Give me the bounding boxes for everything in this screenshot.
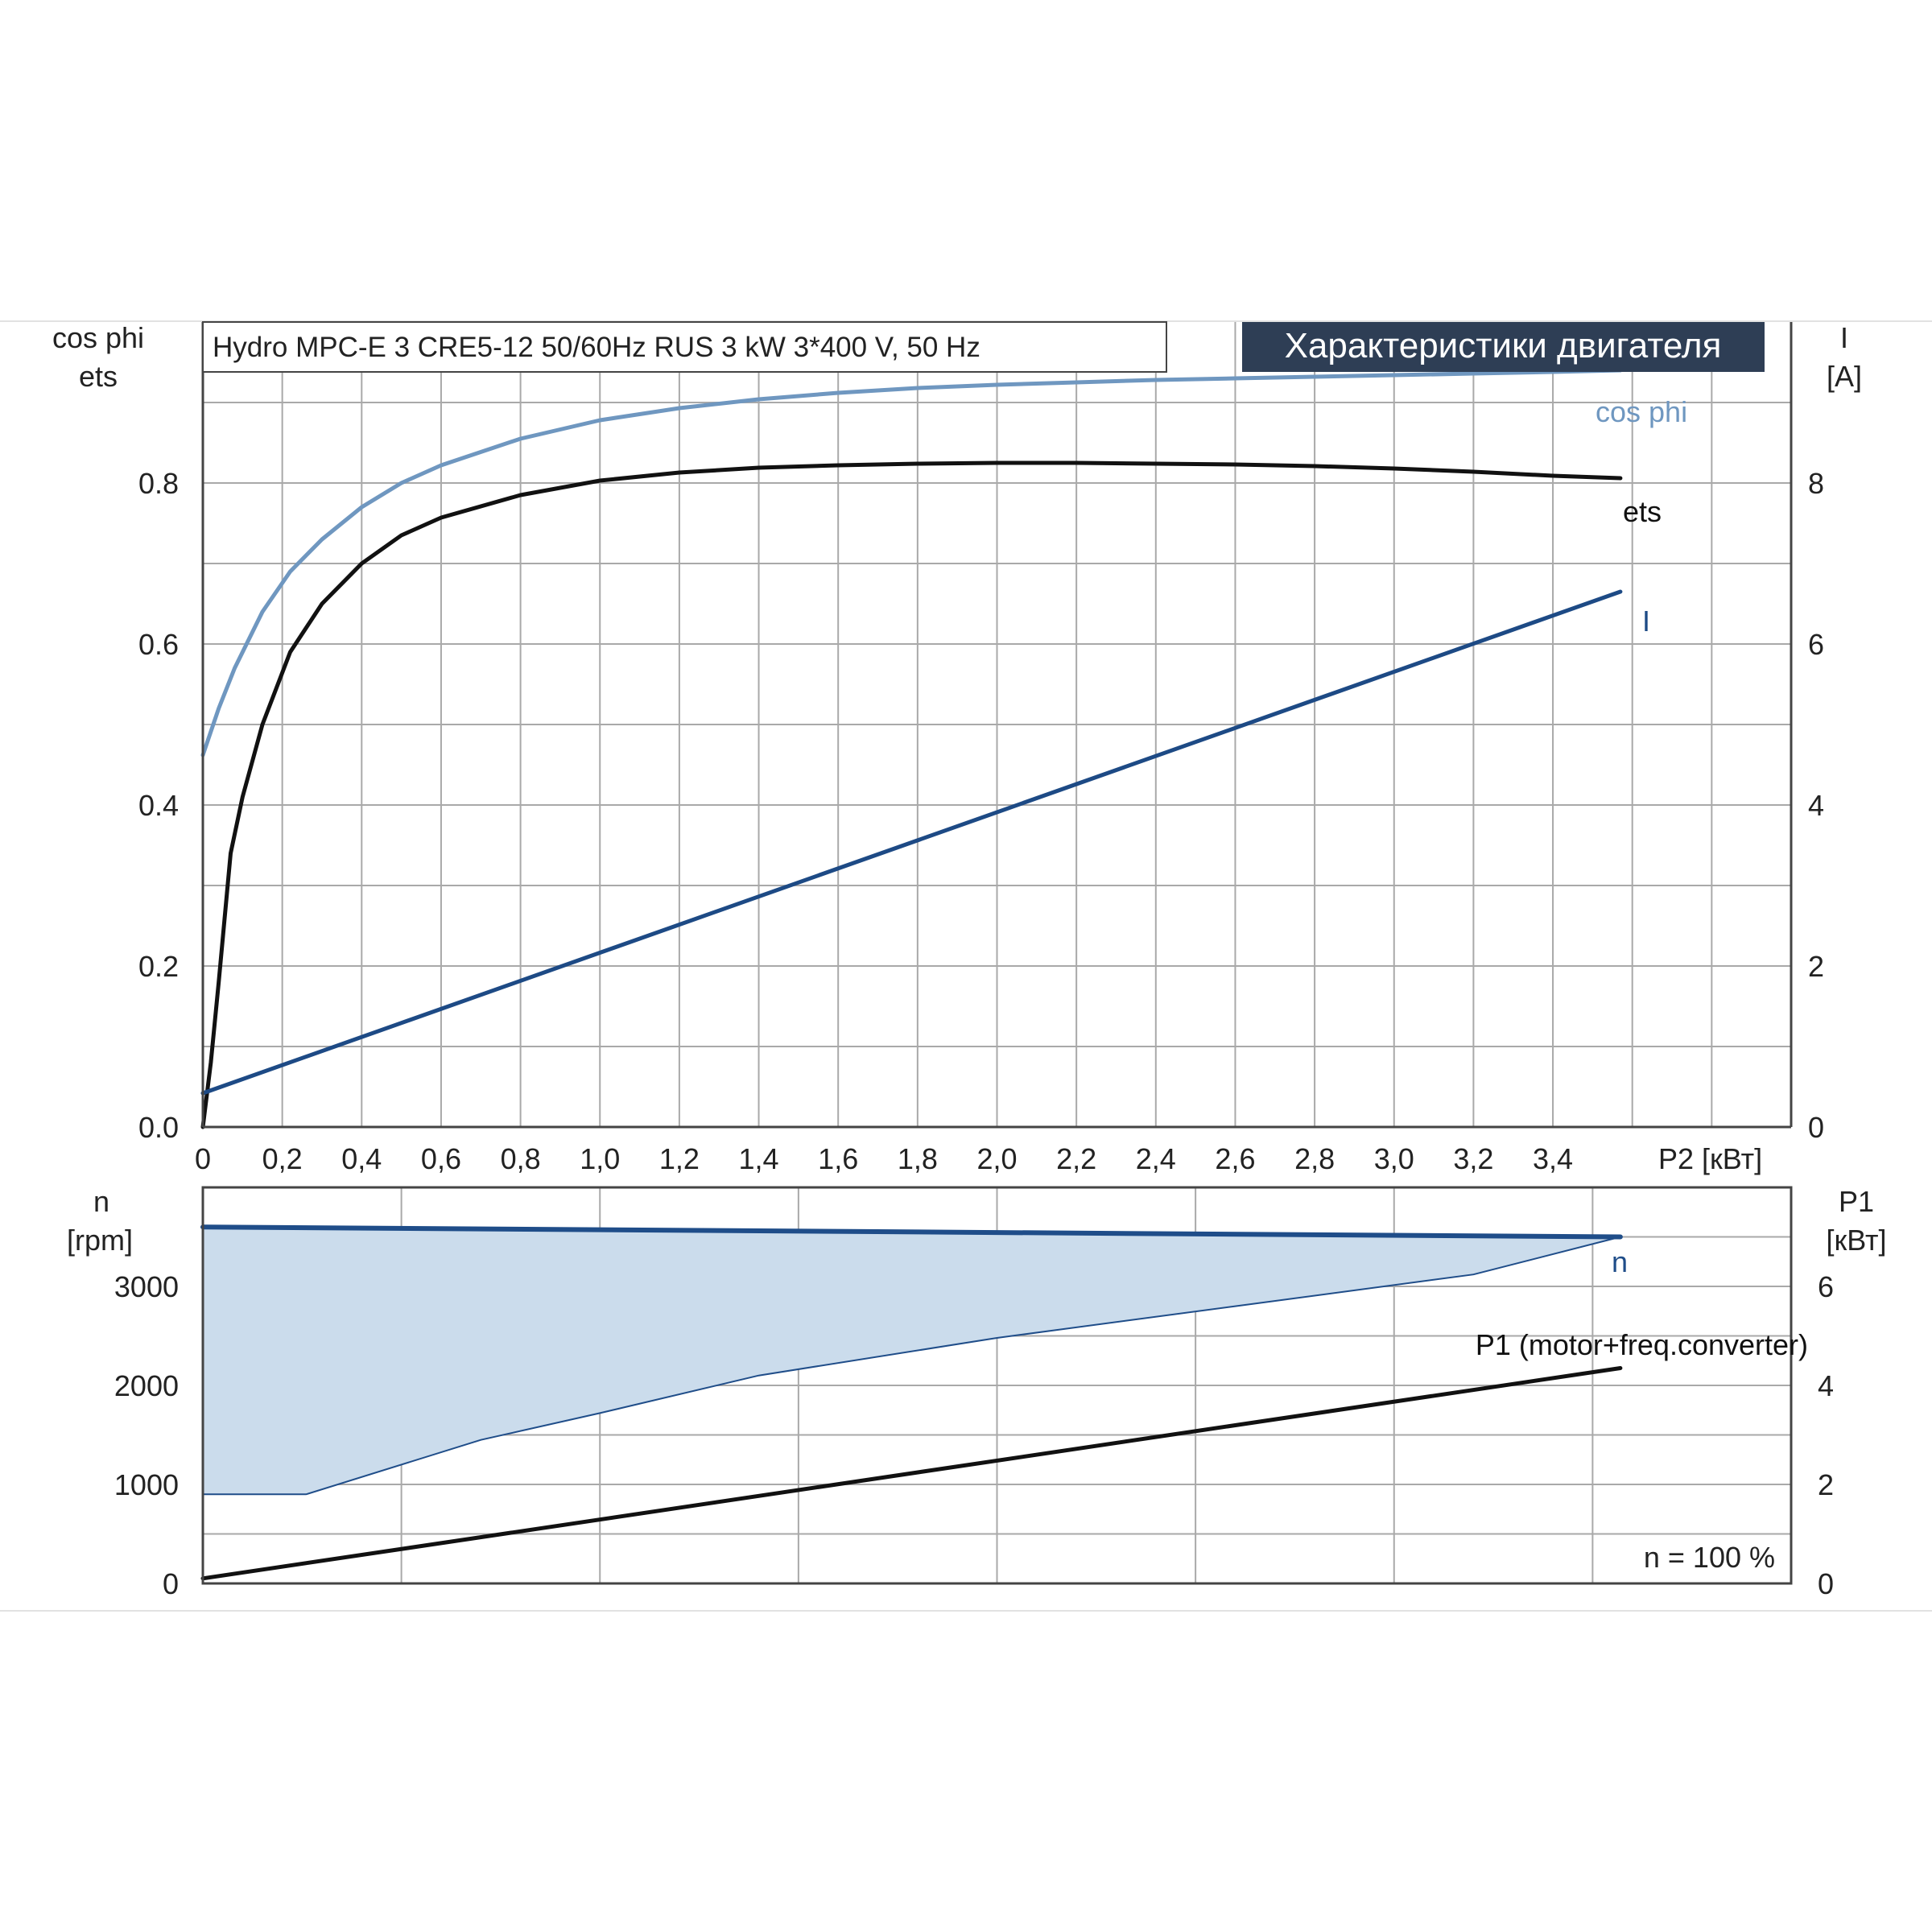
- title-box: [1242, 322, 1765, 372]
- top-plot-frame: [201, 322, 1793, 1129]
- left-tick-labels-top: 0.0 0.2 0.4 0.6 0.8: [138, 467, 179, 1144]
- bottom-right-tick-label: 4: [1818, 1369, 1834, 1402]
- series-label-cos-phi: cos phi: [1596, 395, 1687, 428]
- bottom-left-tick-label: 3000: [114, 1270, 179, 1303]
- x-tick-label: 1,4: [739, 1142, 779, 1175]
- series-label-speed: n: [1612, 1245, 1628, 1278]
- left-axis-title-cos-phi: cos phi: [52, 321, 144, 354]
- speed-annotation: n = 100 %: [1644, 1541, 1775, 1574]
- left-tick-label: 0.0: [138, 1111, 179, 1144]
- x-tick-label: 1,0: [580, 1142, 620, 1175]
- series-line-cos-phi: [200, 368, 1623, 758]
- series-line-p1: [200, 1366, 1623, 1581]
- series-label-p1: P1 (motor+freq.converter): [1476, 1328, 1808, 1361]
- left-tick-label: 0.2: [138, 950, 179, 983]
- series-line-current: [200, 589, 1623, 1096]
- top-grid: [203, 322, 1791, 1127]
- right-tick-label: 8: [1808, 467, 1824, 500]
- series-label-current: I: [1642, 605, 1650, 638]
- x-tick-label: 2,6: [1215, 1142, 1255, 1175]
- chart-title: Характеристики двигателя: [1285, 326, 1722, 365]
- x-tick-label: 3,2: [1453, 1142, 1493, 1175]
- right-axis-title-current: I: [1840, 321, 1848, 354]
- subtitle-box: [202, 321, 1167, 373]
- speed-range-lower-line: [203, 1236, 1621, 1496]
- bottom-left-axis-title-speed: n: [93, 1185, 109, 1218]
- bottom-plot-frame: [201, 1186, 1793, 1585]
- series-line-ets: [200, 460, 1623, 1129]
- right-tick-labels-top: 0 2 4 6 8: [1808, 467, 1824, 1144]
- left-tick-label: 0.8: [138, 467, 179, 500]
- left-tick-label: 0.6: [138, 628, 179, 661]
- x-tick-label: 2,4: [1136, 1142, 1176, 1175]
- x-tick-label: 0: [195, 1142, 211, 1175]
- bottom-right-tick-label: 2: [1818, 1468, 1834, 1501]
- bottom-left-tick-label: 0: [163, 1567, 179, 1600]
- right-tick-label: 2: [1808, 950, 1824, 983]
- x-tick-label: 0,6: [421, 1142, 461, 1175]
- x-tick-label: 3,4: [1533, 1142, 1573, 1175]
- bottom-left-axis-title-speed-unit: [rpm]: [67, 1224, 133, 1257]
- series-line-speed: [200, 1224, 1623, 1240]
- x-tick-label: 2,0: [976, 1142, 1017, 1175]
- right-tick-labels-bottom: 0 2 4 6: [1818, 1270, 1834, 1600]
- bottom-right-tick-label: 0: [1818, 1567, 1834, 1600]
- x-tick-label: 1,2: [659, 1142, 700, 1175]
- x-tick-label: 2,8: [1294, 1142, 1335, 1175]
- bottom-left-tick-label: 1000: [114, 1468, 179, 1501]
- bottom-frame-rect: [201, 1186, 1793, 1585]
- chart-subtitle: Hydro MPC-E 3 CRE5-12 50/60Hz RUS 3 kW 3…: [213, 332, 980, 363]
- left-tick-label: 0.4: [138, 789, 179, 822]
- x-tick-label: 1,8: [898, 1142, 938, 1175]
- bottom-right-axis-title-p1: P1: [1839, 1185, 1874, 1218]
- x-tick-label: 0,4: [341, 1142, 382, 1175]
- x-tick-labels: 0 0,2 0,4 0,6 0,8 1,0 1,2 1,4 1,6 1,8 2,0 2,2 2,4 2,6…: [195, 1142, 1573, 1175]
- x-tick-label: 2,2: [1056, 1142, 1096, 1175]
- x-tick-label: 0,8: [501, 1142, 541, 1175]
- left-tick-labels-bottom: 0 1000 2000 3000: [114, 1270, 179, 1600]
- right-axis-title-current-unit: [A]: [1827, 360, 1862, 393]
- bottom-right-tick-label: 6: [1818, 1270, 1834, 1303]
- left-axis-title-ets: ets: [79, 360, 118, 393]
- x-axis-title: P2 [кВт]: [1658, 1142, 1762, 1175]
- series-label-ets: ets: [1623, 495, 1662, 528]
- x-tick-label: 0,2: [262, 1142, 303, 1175]
- right-tick-label: 4: [1808, 789, 1824, 822]
- x-tick-label: 1,6: [818, 1142, 858, 1175]
- right-tick-label: 0: [1808, 1111, 1824, 1144]
- speed-range-area: [203, 1227, 1620, 1495]
- x-tick-label: 3,0: [1374, 1142, 1414, 1175]
- bottom-right-axis-title-p1-unit: [кВт]: [1826, 1224, 1886, 1257]
- bottom-left-tick-label: 2000: [114, 1369, 179, 1402]
- right-tick-label: 6: [1808, 628, 1824, 661]
